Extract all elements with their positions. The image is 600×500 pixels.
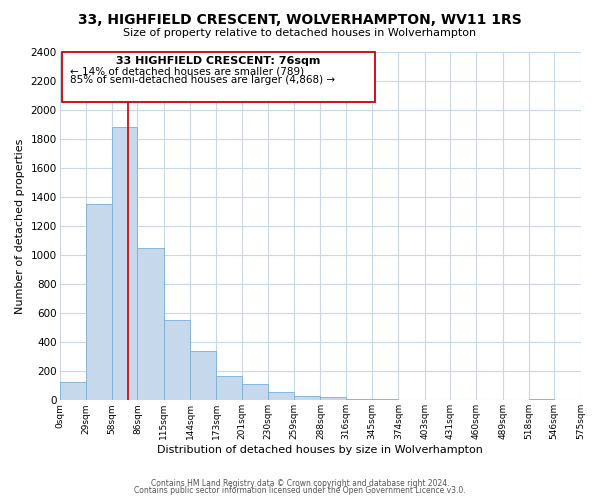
Bar bbox=[372, 399, 398, 400]
Bar bbox=[268, 392, 294, 400]
Text: 33 HIGHFIELD CRESCENT: 76sqm: 33 HIGHFIELD CRESCENT: 76sqm bbox=[116, 56, 321, 66]
Bar bbox=[164, 320, 190, 400]
Bar bbox=[529, 399, 554, 400]
Bar bbox=[86, 204, 112, 400]
Text: Contains HM Land Registry data © Crown copyright and database right 2024.: Contains HM Land Registry data © Crown c… bbox=[151, 478, 449, 488]
Y-axis label: Number of detached properties: Number of detached properties bbox=[15, 138, 25, 314]
Bar bbox=[294, 396, 320, 400]
Text: Contains public sector information licensed under the Open Government Licence v3: Contains public sector information licen… bbox=[134, 486, 466, 495]
Text: 33, HIGHFIELD CRESCENT, WOLVERHAMPTON, WV11 1RS: 33, HIGHFIELD CRESCENT, WOLVERHAMPTON, W… bbox=[78, 12, 522, 26]
Bar bbox=[320, 398, 346, 400]
Text: Size of property relative to detached houses in Wolverhampton: Size of property relative to detached ho… bbox=[124, 28, 476, 38]
FancyBboxPatch shape bbox=[62, 52, 375, 102]
Bar bbox=[346, 399, 372, 400]
Bar bbox=[217, 376, 242, 400]
X-axis label: Distribution of detached houses by size in Wolverhampton: Distribution of detached houses by size … bbox=[157, 445, 483, 455]
Bar bbox=[242, 384, 268, 400]
Text: ← 14% of detached houses are smaller (789): ← 14% of detached houses are smaller (78… bbox=[70, 67, 304, 77]
Bar bbox=[59, 382, 86, 400]
Text: 85% of semi-detached houses are larger (4,868) →: 85% of semi-detached houses are larger (… bbox=[70, 76, 335, 86]
Bar bbox=[112, 127, 137, 400]
Bar bbox=[190, 351, 217, 401]
Bar bbox=[137, 248, 164, 400]
